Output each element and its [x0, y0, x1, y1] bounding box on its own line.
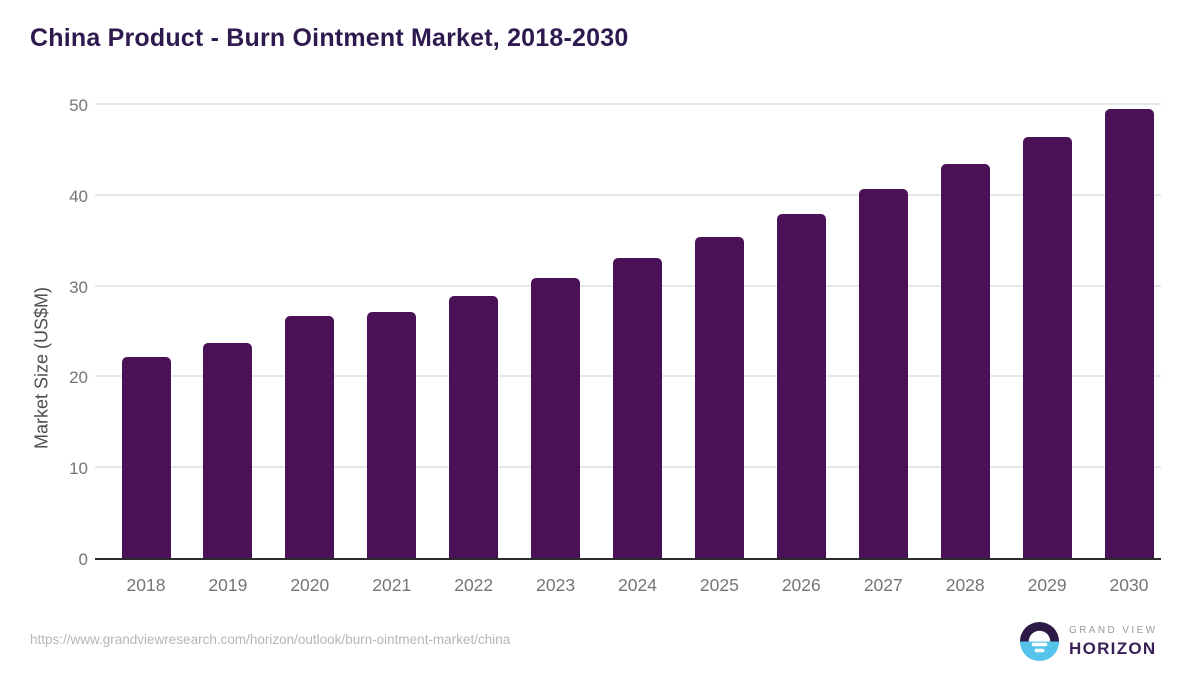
- chart-title: China Product - Burn Ointment Market, 20…: [30, 24, 629, 52]
- x-tick-2022: 2022: [454, 575, 494, 595]
- x-tick-2023: 2023: [536, 575, 576, 595]
- bar-2027: [858, 189, 908, 558]
- y-tick-0: 0: [78, 550, 88, 569]
- y-tick-40: 40: [69, 186, 88, 206]
- bar-2022: [449, 295, 499, 558]
- y-tick-30: 30: [69, 277, 88, 297]
- bar-2018: [121, 357, 171, 558]
- bar-2021: [367, 311, 417, 558]
- bar-2024: [613, 258, 662, 558]
- logo-text: GRAND VIEW HORIZON: [1069, 625, 1157, 659]
- x-tick-2021: 2021: [372, 575, 412, 595]
- plot-area: [95, 103, 1161, 560]
- bar-2029: [1022, 136, 1072, 558]
- x-tick-2018: 2018: [126, 575, 166, 595]
- bar-2023: [531, 278, 581, 558]
- x-tick-2025: 2025: [699, 575, 739, 595]
- x-tick-2029: 2029: [1027, 575, 1067, 595]
- logo-text-grand-view: GRAND VIEW: [1069, 624, 1158, 636]
- bar-2025: [694, 236, 744, 558]
- source-url: https://www.grandviewresearch.com/horizo…: [30, 632, 511, 647]
- brand-logo: GRAND VIEW HORIZON: [1018, 620, 1157, 663]
- x-tick-2020: 2020: [290, 575, 330, 595]
- x-tick-2026: 2026: [781, 575, 821, 595]
- horizon-sun-icon: [1019, 621, 1060, 662]
- bar-2020: [285, 315, 335, 558]
- y-tick-10: 10: [69, 459, 88, 479]
- y-tick-20: 20: [69, 368, 88, 388]
- bar-2026: [776, 213, 826, 558]
- y-tick-50: 50: [69, 96, 88, 115]
- x-tick-2028: 2028: [945, 575, 985, 595]
- x-tick-2024: 2024: [618, 575, 657, 595]
- x-tick-2030: 2030: [1109, 575, 1149, 595]
- x-tick-2019: 2019: [208, 575, 248, 595]
- bar-2028: [940, 163, 990, 558]
- bar-2019: [203, 342, 253, 558]
- logo-text-horizon: HORIZON: [1069, 638, 1157, 658]
- bar-2030: [1104, 108, 1154, 558]
- x-tick-2027: 2027: [863, 575, 903, 595]
- gridline-50: [95, 103, 1161, 105]
- gridline-40: [95, 193, 1161, 196]
